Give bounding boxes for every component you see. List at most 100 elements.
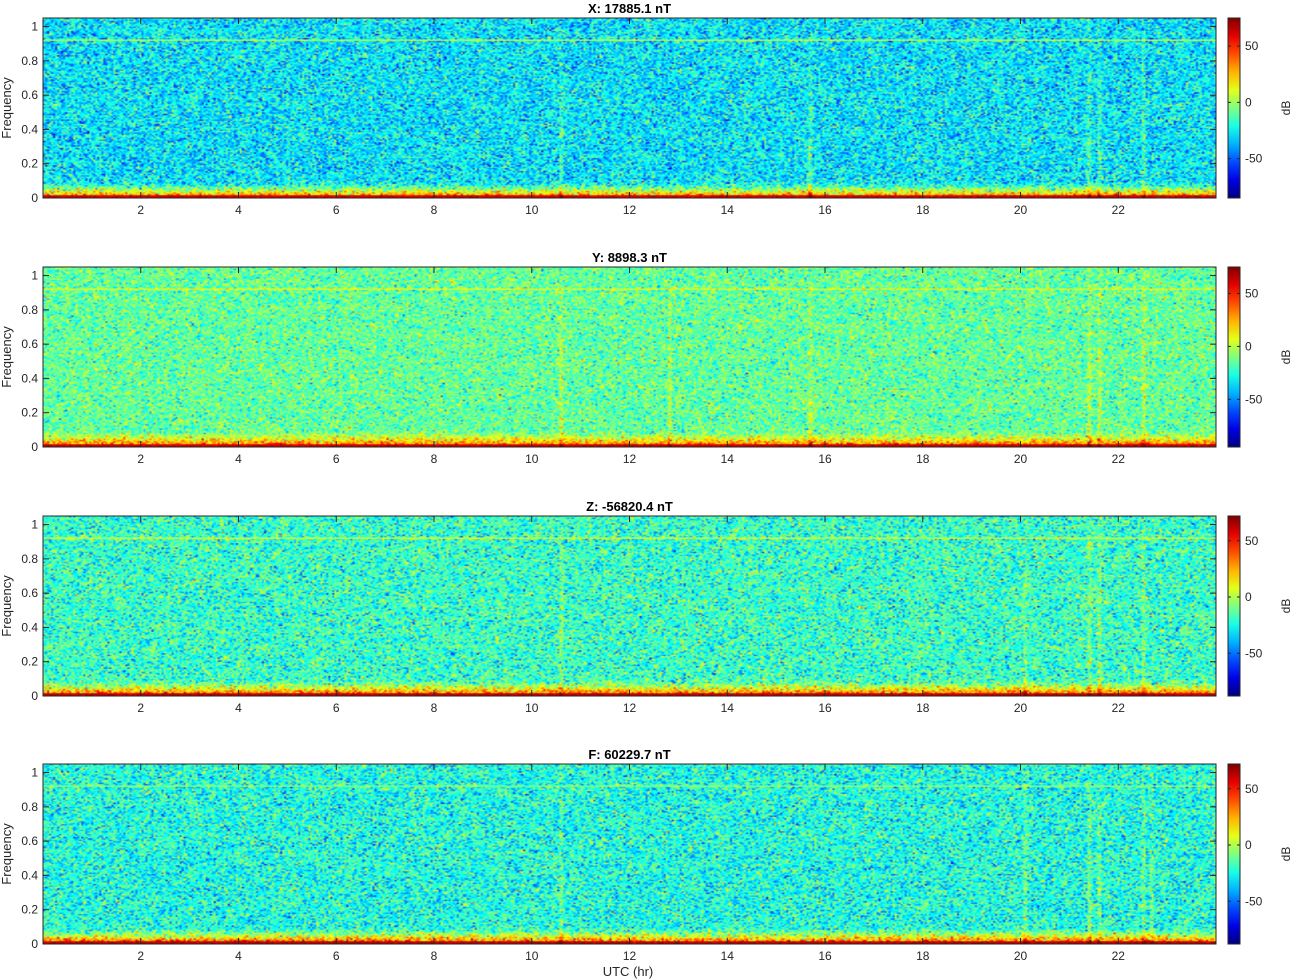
x-tick-label: 4 <box>235 203 242 217</box>
x-tick-label: 4 <box>235 701 242 715</box>
x-tick-label: 14 <box>721 203 735 217</box>
x-tick-label: 22 <box>1112 701 1126 715</box>
x-tick-label: 20 <box>1014 203 1028 217</box>
spectrogram-image <box>43 18 1216 198</box>
y-tick-label: 0.6 <box>21 88 38 102</box>
x-tick-label: 16 <box>818 203 832 217</box>
spectrogram-image <box>43 516 1216 696</box>
x-tick-label: 12 <box>623 203 637 217</box>
y-tick-label: 0.8 <box>21 552 38 566</box>
y-tick-label: 0.4 <box>21 620 38 634</box>
y-tick-label: 0.2 <box>21 157 38 171</box>
colorbar <box>1227 515 1241 697</box>
x-tick-label: 22 <box>1112 452 1126 466</box>
x-tick-label: 10 <box>525 701 539 715</box>
colorbar <box>1227 763 1241 945</box>
spectrogram-image <box>43 764 1216 944</box>
colorbar-label: dB <box>1279 101 1293 116</box>
x-tick-label: 20 <box>1014 949 1028 963</box>
spectrogram-panel-3: 2 4 6 8 10 12 14 16 18 20 22 0 0.2 0.4 0.6 0.8 1 Z: -5682… <box>0 499 1293 715</box>
colorbar-tick-label: 0 <box>1245 590 1252 604</box>
x-tick-label: 18 <box>916 452 930 466</box>
y-tick-label: 1 <box>31 518 38 532</box>
y-axis-label: Frequency <box>0 575 14 637</box>
colorbar-tick-label: 50 <box>1245 534 1259 548</box>
x-tick-label: 4 <box>235 949 242 963</box>
colorbar-tick-label: -50 <box>1245 646 1263 660</box>
x-tick-label: 4 <box>235 452 242 466</box>
x-tick-label: 12 <box>623 949 637 963</box>
colorbar-tick-label: 0 <box>1245 339 1252 353</box>
colorbar-tick-label: 0 <box>1245 838 1252 852</box>
x-tick-label: 18 <box>916 701 930 715</box>
y-tick-label: 0.6 <box>21 337 38 351</box>
x-tick-label: 14 <box>721 949 735 963</box>
x-tick-label: 6 <box>333 203 340 217</box>
y-tick-label: 0.8 <box>21 54 38 68</box>
colorbar-label: dB <box>1279 847 1293 862</box>
spectrogram-panel-2: 2 4 6 8 10 12 14 16 18 20 22 0 0.2 0.4 0.6 0.8 1 Y: 8898.… <box>0 250 1293 466</box>
x-tick-label: 2 <box>137 949 144 963</box>
x-tick-label: 10 <box>525 949 539 963</box>
x-tick-label: 8 <box>431 203 438 217</box>
x-tick-label: 16 <box>818 949 832 963</box>
colorbar-tick-label: 50 <box>1245 39 1259 53</box>
panel-title: F: 60229.7 nT <box>588 747 670 762</box>
x-tick-label: 2 <box>137 452 144 466</box>
x-tick-label: 2 <box>137 701 144 715</box>
x-tick-label: 8 <box>431 701 438 715</box>
x-tick-label: 12 <box>623 701 637 715</box>
spectrogram-panel-4: 2 4 6 8 10 12 14 16 18 20 22 0 0.2 0.4 0.6 0.8 1 F: 60229… <box>0 747 1293 963</box>
y-tick-label: 0.8 <box>21 800 38 814</box>
y-tick-label: 1 <box>31 269 38 283</box>
x-tick-label: 22 <box>1112 203 1126 217</box>
y-tick-label: 0 <box>31 191 38 205</box>
x-tick-label: 10 <box>525 452 539 466</box>
x-tick-label: 6 <box>333 452 340 466</box>
y-tick-label: 0.2 <box>21 903 38 917</box>
x-tick-label: 20 <box>1014 452 1028 466</box>
colorbar-tick-label: 0 <box>1245 95 1252 109</box>
colorbar-label: dB <box>1279 350 1293 365</box>
y-tick-label: 0.4 <box>21 868 38 882</box>
y-tick-label: 1 <box>31 20 38 34</box>
x-tick-label: 22 <box>1112 949 1126 963</box>
y-tick-label: 0.6 <box>21 834 38 848</box>
colorbar-tick-label: 50 <box>1245 286 1259 300</box>
y-tick-label: 0.8 <box>21 303 38 317</box>
colorbar-tick-label: -50 <box>1245 894 1263 908</box>
y-axis-label: Frequency <box>0 326 14 388</box>
y-tick-label: 0 <box>31 440 38 454</box>
colorbar-tick-label: -50 <box>1245 392 1263 406</box>
x-tick-label: 2 <box>137 203 144 217</box>
x-tick-label: 8 <box>431 949 438 963</box>
x-tick-label: 10 <box>525 203 539 217</box>
panel-title: X: 17885.1 nT <box>588 1 671 16</box>
x-tick-label: 14 <box>721 701 735 715</box>
panel-title: Y: 8898.3 nT <box>592 250 667 265</box>
x-tick-label: 16 <box>818 452 832 466</box>
y-tick-label: 0.2 <box>21 655 38 669</box>
colorbar <box>1227 266 1241 448</box>
x-tick-label: 6 <box>333 701 340 715</box>
y-axis-label: Frequency <box>0 823 14 885</box>
x-tick-label: 20 <box>1014 701 1028 715</box>
panel-title: Z: -56820.4 nT <box>586 499 673 514</box>
spectrogram-image <box>43 267 1216 447</box>
y-tick-label: 0.6 <box>21 586 38 600</box>
x-tick-label: 14 <box>721 452 735 466</box>
y-tick-label: 1 <box>31 766 38 780</box>
y-tick-label: 0.2 <box>21 406 38 420</box>
y-axis-label: Frequency <box>0 77 14 139</box>
x-tick-label: 8 <box>431 452 438 466</box>
x-tick-label: 18 <box>916 949 930 963</box>
x-tick-label: 16 <box>818 701 832 715</box>
colorbar-tick-label: 50 <box>1245 782 1259 796</box>
x-tick-label: 6 <box>333 949 340 963</box>
x-tick-label: 18 <box>916 203 930 217</box>
spectrogram-panel-1: 2 4 6 8 10 12 14 16 18 20 22 0 0.2 0.4 0.6 0.8 1 X: 17885… <box>0 1 1293 217</box>
x-tick-label: 12 <box>623 452 637 466</box>
y-tick-label: 0 <box>31 937 38 951</box>
y-tick-label: 0.4 <box>21 122 38 136</box>
